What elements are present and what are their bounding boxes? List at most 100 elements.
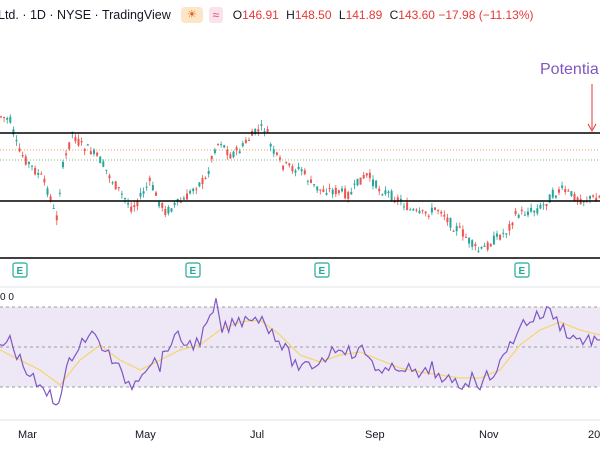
candle-body-98 (303, 170, 306, 175)
candle-body-162 (502, 232, 505, 234)
candle-body-89 (275, 152, 278, 155)
candle-body-40 (124, 198, 126, 200)
candle-body-145 (449, 217, 452, 228)
candle-body-33 (102, 161, 105, 167)
candle-body-10 (31, 165, 33, 167)
earnings-marker-4[interactable]: E (514, 262, 530, 278)
sun-icon[interactable]: ☀ (180, 7, 203, 23)
candle-body-180 (558, 189, 560, 193)
candle-body-138 (427, 215, 430, 217)
earnings-marker-3[interactable]: E (314, 262, 330, 278)
candle-body-20 (62, 161, 64, 168)
candle-body-186 (576, 197, 579, 201)
candle-body-26 (80, 141, 83, 143)
candle-body-90 (279, 157, 281, 160)
candle-body-152 (471, 240, 474, 247)
candle-body-129 (399, 198, 402, 202)
earnings-marker-1[interactable]: E (12, 262, 28, 278)
candle-body-17 (52, 207, 55, 209)
candle-body-160 (496, 233, 498, 237)
candle-body-135 (418, 210, 421, 214)
open-key: O (232, 8, 243, 22)
candle-body-116 (359, 177, 362, 185)
candle-body-77 (238, 151, 241, 154)
candle-body-12 (37, 172, 40, 175)
candle-body-91 (282, 165, 285, 170)
candle-body-123 (381, 194, 384, 196)
candle-body-5 (15, 139, 18, 142)
candle-body-35 (108, 175, 111, 179)
wave-icon[interactable]: ≈ (208, 7, 223, 23)
candle-body-72 (223, 145, 226, 148)
candle-body-175 (542, 204, 545, 206)
candle-body-112 (347, 191, 350, 199)
candle-body-73 (226, 149, 229, 156)
candle-body-13 (40, 173, 43, 175)
candle-body-109 (337, 190, 340, 194)
candle-body-125 (387, 191, 390, 194)
candle-body-50 (155, 192, 157, 196)
high-key: H (286, 8, 295, 22)
x-label-sep: Sep (365, 429, 385, 441)
candle-body-86 (266, 129, 269, 132)
candle-body-114 (353, 183, 356, 185)
candle-body-141 (437, 210, 440, 212)
candle-body-148 (458, 226, 461, 228)
candle-body-65 (201, 178, 204, 184)
candle-body-42 (130, 206, 133, 212)
candle-body-172 (533, 210, 536, 213)
candle-body-95 (294, 170, 297, 173)
candle-body-143 (443, 214, 446, 217)
earnings-marker-2[interactable]: E (185, 262, 201, 278)
annotation-arrowhead (587, 123, 597, 133)
candle-body-82 (254, 128, 257, 134)
candle-body-6 (18, 148, 21, 152)
candle-body-0 (0, 116, 2, 118)
candle-body-106 (328, 188, 331, 190)
candle-body-47 (145, 186, 148, 188)
candle-body-79 (244, 140, 247, 143)
candle-body-84 (260, 124, 263, 126)
candle-body-108 (334, 187, 337, 195)
candle-body-29 (89, 151, 92, 155)
candle-body-32 (99, 156, 102, 164)
candle-body-19 (58, 192, 61, 194)
candle-body-16 (49, 196, 52, 201)
candle-body-31 (96, 152, 99, 156)
candle-body-60 (186, 193, 188, 200)
candle-body-165 (511, 222, 514, 226)
symbol-title[interactable]: Ltd. · 1D · NYSE · TradingView (0, 8, 171, 22)
rsi-ma-line (0, 319, 600, 386)
high-value: 148.50 (294, 8, 332, 22)
candle-body-133 (412, 209, 415, 211)
candle-body-96 (297, 166, 300, 169)
candle-body-130 (403, 206, 405, 208)
candle-body-177 (548, 194, 551, 203)
candle-body-128 (396, 197, 399, 201)
annotation-text[interactable]: Potentia (540, 61, 599, 78)
candle-body-63 (195, 188, 198, 190)
candle-body-190 (589, 195, 591, 199)
candle-body-117 (362, 174, 365, 179)
candle-body-93 (288, 163, 291, 166)
candle-body-94 (291, 166, 294, 172)
candle-body-43 (133, 205, 136, 208)
candle-body-134 (415, 209, 418, 211)
candle-body-70 (217, 143, 219, 145)
candle-body-9 (27, 161, 30, 165)
candle-body-105 (325, 192, 328, 195)
candle-body-168 (520, 209, 523, 212)
candle-body-100 (310, 179, 312, 184)
candle-body-45 (139, 192, 142, 197)
svg-text:E: E (17, 266, 24, 277)
candle-body-147 (455, 226, 458, 232)
close-key: C (389, 8, 399, 22)
candle-body-74 (229, 154, 232, 159)
candle-body-179 (554, 195, 557, 198)
change-value: −17.98 (−11.13%) (438, 8, 534, 22)
x-label-nov: Nov (479, 429, 499, 441)
candle-body-118 (365, 173, 368, 176)
candle-body-159 (492, 235, 495, 245)
